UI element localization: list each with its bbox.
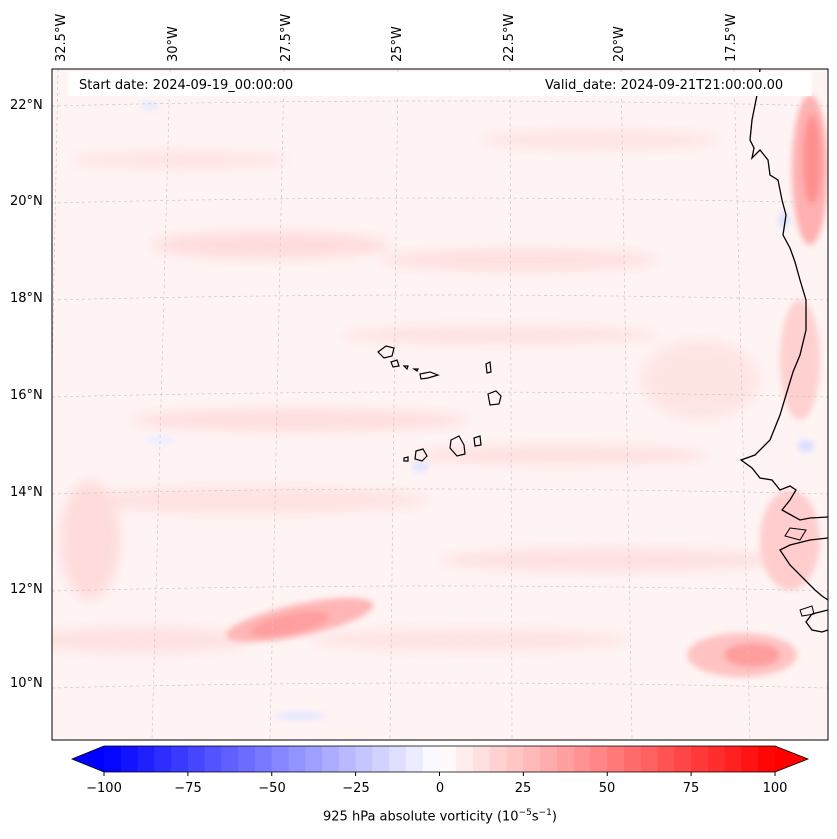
lat-label: 12°N — [10, 582, 43, 597]
lon-label: 17.5°W — [724, 13, 739, 62]
colorbar-segment — [154, 746, 172, 772]
colorbar-segment — [389, 746, 407, 772]
colorbar-segment — [758, 746, 776, 772]
valid-date-label: Valid_date: 2024-09-21T21:00:00.00 — [545, 78, 784, 93]
colorbar-segment — [372, 746, 390, 772]
colorbar-segment — [120, 746, 139, 772]
colorbar-segment — [556, 746, 575, 772]
colorbar-segment — [104, 746, 122, 772]
colorbar-segment — [657, 746, 675, 772]
colorbar-segment — [187, 746, 206, 772]
lon-label: 27.5°W — [279, 13, 294, 62]
colorbar-tick: 75 — [682, 781, 700, 796]
lon-label: 25°W — [390, 26, 405, 62]
colorbar-segment — [724, 746, 742, 772]
colorbar-segment — [674, 746, 692, 772]
colorbar-segment — [607, 746, 625, 772]
colorbar-segment — [271, 746, 290, 772]
lon-label: 22.5°W — [502, 13, 517, 62]
colorbar-segment — [624, 746, 642, 772]
colorbar-segment — [489, 746, 508, 772]
vorticity-field — [52, 69, 828, 740]
colorbar-segment — [473, 746, 491, 772]
islands — [377, 345, 502, 462]
colorbar-tick: 25 — [514, 781, 532, 796]
colorbar-segment — [338, 746, 357, 772]
lat-label: 22°N — [10, 98, 43, 113]
colorbar-segment — [523, 746, 541, 772]
colorbar-segment — [238, 746, 256, 772]
lat-label: 20°N — [10, 194, 43, 209]
colorbar-tick: −100 — [86, 781, 122, 796]
colorbar-tick: 100 — [762, 781, 788, 796]
colorbar-tick: −50 — [258, 781, 286, 796]
colorbar-segment — [422, 746, 440, 772]
colorbar-segment — [741, 746, 759, 772]
start-date-label: Start date: 2024-09-19_00:00:00 — [79, 78, 294, 93]
colorbar-label: 925 hPa absolute vorticity (10−5s−1) — [323, 808, 557, 825]
header-box — [68, 72, 812, 96]
colorbar-segment — [405, 746, 424, 772]
colorbar-segment — [590, 746, 608, 772]
graticule — [52, 69, 828, 740]
lon-label: 32.5°W — [54, 13, 69, 62]
colorbar-segment — [171, 746, 189, 772]
lon-label: 30°W — [166, 26, 181, 62]
colorbar-segment — [691, 746, 709, 772]
colorbar-segment — [640, 746, 659, 772]
lon-label: 20°W — [612, 26, 627, 62]
lat-label: 18°N — [10, 291, 43, 306]
colorbar-max-extend — [775, 746, 808, 772]
colorbar-segment — [254, 746, 273, 772]
colorbar-segment — [221, 746, 239, 772]
lat-label: 10°N — [10, 676, 43, 691]
colorbar-segment — [506, 746, 524, 772]
map-frame — [51, 68, 829, 741]
lat-label: 16°N — [10, 388, 43, 403]
colorbar-segment — [707, 746, 726, 772]
colorbar-segment — [540, 746, 558, 772]
colorbar-tick: −75 — [174, 781, 202, 796]
colorbar-segment — [137, 746, 155, 772]
colorbar-segment — [456, 746, 474, 772]
lat-label: 14°N — [10, 485, 43, 500]
colorbar-segment — [573, 746, 591, 772]
colorbar-min-extend — [72, 746, 104, 772]
coastline — [739, 69, 828, 633]
colorbar-segment — [288, 746, 306, 772]
colorbar-tick: 50 — [598, 781, 616, 796]
colorbar-tick: 0 — [435, 781, 445, 796]
colorbar-segment — [322, 746, 340, 772]
colorbar-tick: −25 — [342, 781, 370, 796]
colorbar-segment — [204, 746, 222, 772]
colorbar-segment — [355, 746, 373, 772]
colorbar-segment — [439, 746, 457, 772]
colorbar-segment — [305, 746, 323, 772]
colorbar — [70, 745, 810, 776]
